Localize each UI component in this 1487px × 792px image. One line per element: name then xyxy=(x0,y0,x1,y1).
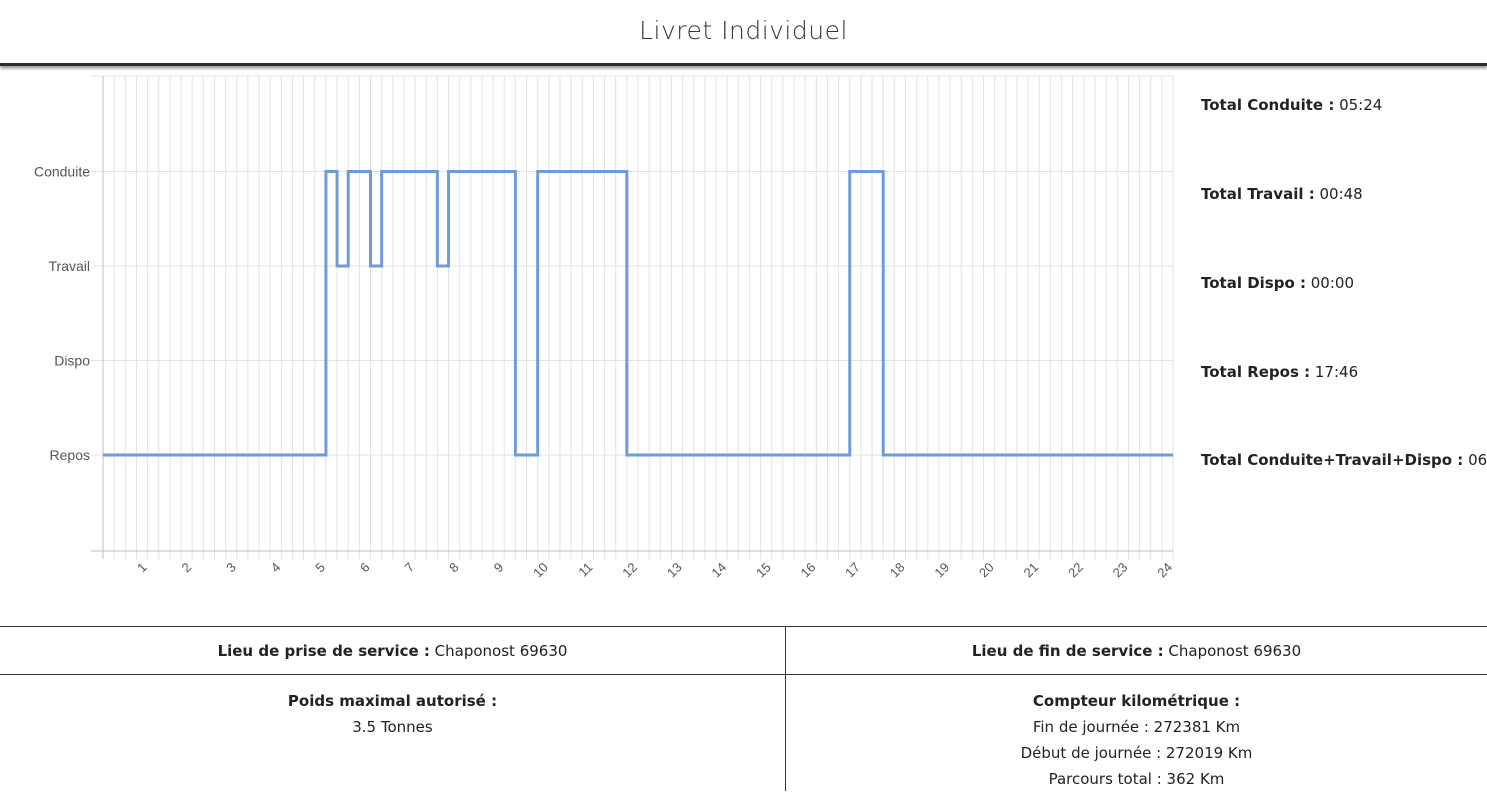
x-tick-label: 17 xyxy=(842,560,863,581)
x-tick-label: 7 xyxy=(401,560,417,576)
total-travail-value: 00:48 xyxy=(1314,185,1363,203)
total-conduite-label: Total Conduite : xyxy=(1201,96,1335,114)
total-travail-label: Total Travail : xyxy=(1201,185,1315,203)
x-tick-label: 19 xyxy=(931,560,952,581)
page-title: Livret Individuel xyxy=(639,16,848,45)
activity-chart: Repos Dispo Travail Conduite 1 2 3 4 5 6 7 8 9 10 11 12… xyxy=(0,66,1190,606)
cell-poids: Poids maximal autorisé : 3.5 Tonnes xyxy=(0,675,786,791)
total-conduite: Total Conduite : 05:24 xyxy=(1201,96,1382,114)
prise-service-label: Lieu de prise de service : xyxy=(217,642,430,660)
y-tick-label-travail: Travail xyxy=(49,258,91,274)
total-dispo: Total Dispo : 00:00 xyxy=(1201,274,1354,292)
compteur-parcours: Parcours total : 362 Km xyxy=(1048,770,1225,788)
compteur-label: Compteur kilométrique : xyxy=(1032,692,1241,710)
x-tick-label: 14 xyxy=(708,560,729,581)
total-repos-value: 17:46 xyxy=(1310,363,1359,381)
x-tick-label: 9 xyxy=(491,560,507,576)
cell-fin-service: Lieu de fin de service : Chaponost 69630 xyxy=(786,627,1487,675)
total-ctd-value: 06:13 xyxy=(1468,451,1487,469)
x-tick-label: 5 xyxy=(312,560,328,576)
fin-service-label: Lieu de fin de service : xyxy=(971,642,1164,660)
x-tick-label: 2 xyxy=(179,560,195,576)
cell-prise-service: Lieu de prise de service : Chaponost 696… xyxy=(0,627,786,675)
total-repos-label: Total Repos : xyxy=(1201,363,1311,381)
x-tick-label: 21 xyxy=(1021,560,1042,581)
poids-value: 3.5 Tonnes xyxy=(352,718,433,736)
x-tick-label: 12 xyxy=(619,560,640,581)
cell-compteur: Compteur kilométrique : Fin de journée :… xyxy=(786,675,1487,791)
x-tick-label: 6 xyxy=(357,560,373,576)
x-tick-label: 11 xyxy=(575,560,595,580)
x-tick-label: 4 xyxy=(268,560,284,576)
fin-service-value: Chaponost 69630 xyxy=(1163,642,1302,660)
total-ctd-label: Total Conduite+Travail+Dispo : xyxy=(1201,451,1464,469)
totals-panel: Total Conduite : 05:24 Total Travail : 0… xyxy=(1201,0,1487,620)
service-info-table: Lieu de prise de service : Chaponost 696… xyxy=(0,626,1487,791)
x-tick-label: 18 xyxy=(887,560,908,581)
x-tick-label: 13 xyxy=(664,560,685,581)
total-repos: Total Repos : 17:46 xyxy=(1201,363,1358,381)
total-conduite-value: 05:24 xyxy=(1334,96,1383,114)
compteur-debut-journee: Début de journée : 272019 Km xyxy=(1020,744,1253,762)
x-tick-label: 3 xyxy=(223,560,239,576)
title-divider xyxy=(0,63,1487,66)
total-travail: Total Travail : 00:48 xyxy=(1201,185,1363,203)
prise-service-value: Chaponost 69630 xyxy=(429,642,568,660)
x-tick-label: 24 xyxy=(1154,560,1175,581)
compteur-fin-journee: Fin de journée : 272381 Km xyxy=(1032,718,1241,736)
x-tick-label: 20 xyxy=(976,560,997,581)
x-tick-label: 23 xyxy=(1110,560,1131,581)
x-tick-label: 22 xyxy=(1065,560,1086,581)
poids-label: Poids maximal autorisé : xyxy=(287,692,498,710)
total-dispo-value: 00:00 xyxy=(1306,274,1354,292)
x-tick-label: 10 xyxy=(530,560,551,581)
activity-series-line xyxy=(103,170,1173,457)
total-dispo-label: Total Dispo : xyxy=(1201,274,1306,292)
y-tick-label-conduite: Conduite xyxy=(34,164,90,180)
x-tick-label: 16 xyxy=(798,560,819,581)
total-ctd: Total Conduite+Travail+Dispo : 06:13 xyxy=(1201,451,1487,469)
y-tick-label-repos: Repos xyxy=(50,447,90,463)
x-tick-label: 15 xyxy=(753,560,774,581)
x-tick-label: 1 xyxy=(134,560,150,576)
y-tick-label-dispo: Dispo xyxy=(54,353,90,369)
x-tick-label: 8 xyxy=(446,560,462,576)
